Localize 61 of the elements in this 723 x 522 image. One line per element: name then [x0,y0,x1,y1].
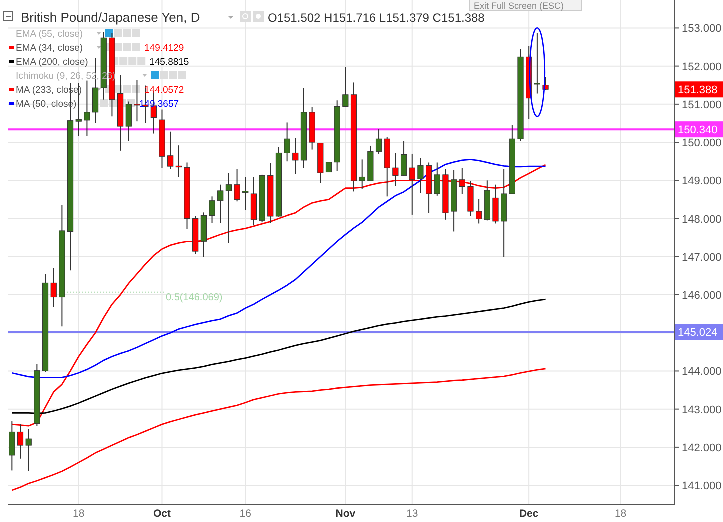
candlestick [9,421,16,472]
candlestick [218,184,224,224]
candlestick [226,172,232,244]
ref-line-label: 145.024 [678,327,718,340]
y-tick-label: 141.000 [682,480,722,493]
y-tick-label: 146.000 [682,290,722,302]
line-series [11,164,546,427]
x-tick-label: Nov [336,508,356,520]
candlestick [209,196,216,224]
annotation: 149.4129 [144,43,184,54]
candlestick [84,80,90,137]
candlestick [168,131,174,170]
y-tick-label: 148.000 [682,214,722,226]
y-tick-label: 151.000 [682,99,722,112]
line-series [11,158,546,378]
annotation: Exit Full Screen (ESC) [474,1,564,11]
line-series [11,368,546,492]
candlestick [400,140,408,176]
candlestick [234,168,240,202]
candlestick [26,428,32,472]
x-tick-label: 18 [614,508,627,520]
candlestick [476,198,482,224]
candlestick [284,122,290,162]
exit-full-screen-button: Exit Full Screen (ESC) [470,0,582,12]
y-tick-label: 149.000 [682,176,722,188]
y-tick-label: 152.000 [682,61,722,74]
candlestick [342,66,349,108]
x-tick-label: 13 [406,508,418,520]
candlestick [292,138,299,175]
candlestick [418,158,424,194]
annotation: EMA (55, close) [16,29,84,40]
candlestick [534,32,540,94]
x-tick-label: Dec [519,508,539,520]
candlestick [492,184,499,224]
ref-line-label: 0.5(146.069) [166,292,223,304]
x-tick-label: 16 [240,508,252,520]
x-tick-label: Oct [153,508,172,520]
text: British Pound/Japanese Yen, D [21,10,200,25]
candlestick [126,101,132,142]
legend-label: EMA (34, close) [16,43,84,54]
annotation: O151.502 H151.716 L151.379 C151.388 [268,11,486,25]
ref-line-label: 150.340 [678,124,718,137]
legend-label: EMA (200, close) [16,57,88,68]
candlestick [434,162,440,196]
candlestick [326,162,332,173]
candlestick [50,268,57,308]
y-tick-label: 143.000 [682,404,722,416]
y-tick-label: 153.000 [682,23,722,36]
text: 151.388 [678,84,718,97]
candlestick [359,159,366,190]
candlestick [459,168,466,194]
candlestick [134,80,140,122]
x-tick-label: 18 [73,508,85,520]
y-tick-label: 150.000 [682,138,722,150]
candlestick [376,128,382,154]
candlestick [242,176,249,211]
y-tick-label: 147.000 [682,252,722,264]
y-tick-label: 142.000 [682,442,722,454]
y-tick-label: 144.000 [682,366,722,378]
annotation: 145.8815 [150,57,190,68]
candlestick [176,145,182,178]
